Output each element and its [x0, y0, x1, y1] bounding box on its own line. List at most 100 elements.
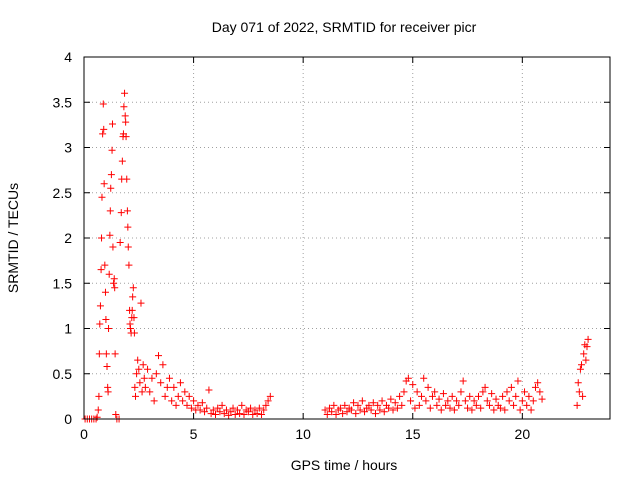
data-point: [518, 397, 526, 405]
data-point: [109, 243, 117, 251]
data-point: [398, 401, 406, 409]
data-point: [466, 392, 474, 400]
data-point: [93, 413, 101, 421]
data-point: [529, 397, 537, 405]
data-point: [198, 399, 206, 407]
data-point: [121, 89, 129, 97]
data-point: [503, 388, 511, 396]
data-point: [374, 401, 382, 409]
x-tick-label: 20: [515, 426, 531, 442]
data-point: [376, 406, 384, 414]
x-tick-label: 5: [190, 426, 198, 442]
data-point: [583, 343, 591, 351]
data-point: [118, 157, 126, 165]
data-point: [170, 383, 178, 391]
data-point: [531, 383, 539, 391]
data-point: [538, 395, 546, 403]
y-axis-label: SRMTID / TECUs: [5, 183, 21, 293]
data-point: [98, 234, 106, 242]
data-point: [155, 352, 163, 360]
data-point: [534, 379, 542, 387]
data-point: [106, 231, 114, 239]
data-point: [123, 175, 131, 183]
data-point: [129, 293, 137, 301]
data-point: [218, 401, 226, 409]
data-point: [144, 365, 152, 373]
data-point: [475, 392, 482, 400]
data-point: [106, 207, 114, 215]
x-tick-label: 15: [405, 426, 421, 442]
data-point: [448, 392, 456, 400]
data-point: [536, 388, 544, 396]
data-point: [253, 410, 261, 418]
data-point: [369, 399, 377, 407]
y-tick-label: 3.5: [53, 94, 73, 110]
data-point: [137, 299, 145, 307]
data-point: [490, 406, 498, 414]
chart-title: Day 071 of 2022, SRMTID for receiver pic…: [212, 19, 477, 35]
data-point: [527, 406, 535, 414]
data-point: [111, 350, 119, 358]
data-point: [161, 392, 169, 400]
data-point: [431, 388, 439, 396]
data-point: [168, 397, 176, 405]
data-point: [134, 356, 142, 364]
data-point: [150, 397, 158, 405]
data-point: [99, 130, 107, 138]
data-point: [128, 306, 136, 314]
data-point: [512, 392, 520, 400]
data-point: [396, 392, 404, 400]
data-point: [422, 397, 430, 405]
data-point: [483, 397, 491, 405]
data-point: [461, 397, 469, 405]
data-point: [249, 410, 257, 418]
data-point: [108, 120, 116, 128]
data-point: [433, 401, 441, 409]
x-tick-label: 10: [295, 426, 311, 442]
data-point: [505, 397, 513, 405]
data-point: [479, 388, 487, 396]
data-point: [94, 406, 102, 414]
data-point: [354, 401, 362, 409]
axis-ticks: 0 5 10 15 20 0 0.5 1 1.5 2 2.5 3 3.5 4: [53, 49, 610, 442]
y-tick-label: 4: [64, 49, 72, 65]
data-point: [385, 404, 393, 412]
data-point: [400, 388, 408, 396]
data-point: [380, 408, 388, 416]
data-point: [477, 404, 485, 412]
y-tick-label: 2.5: [53, 185, 73, 201]
data-point: [209, 406, 217, 414]
grid-lines: [84, 57, 610, 419]
data-point: [358, 397, 366, 405]
data-point: [120, 103, 128, 111]
data-point: [185, 392, 193, 400]
data-point: [579, 392, 587, 400]
data-point: [124, 243, 132, 251]
data-point: [428, 392, 436, 400]
data-point: [176, 379, 184, 387]
data-point: [105, 270, 113, 278]
data-point: [365, 401, 373, 409]
data-point: [163, 383, 171, 391]
data-point: [102, 315, 110, 323]
data-point: [439, 390, 447, 398]
data-point: [413, 388, 421, 396]
data-point: [111, 284, 119, 292]
data-point: [468, 406, 476, 414]
data-point: [573, 401, 581, 409]
data-point: [330, 401, 338, 409]
data-point: [116, 239, 124, 247]
data-point: [260, 406, 268, 414]
data-point: [108, 146, 116, 154]
data-point: [262, 401, 270, 409]
data-point: [227, 408, 235, 416]
x-tick-label: 0: [80, 426, 88, 442]
data-point: [238, 401, 246, 409]
data-point: [323, 410, 331, 418]
data-point: [576, 365, 584, 373]
data-point: [157, 379, 165, 387]
data-points: [81, 89, 592, 423]
data-point: [96, 320, 104, 328]
data-point: [341, 401, 349, 409]
data-point: [255, 404, 263, 412]
